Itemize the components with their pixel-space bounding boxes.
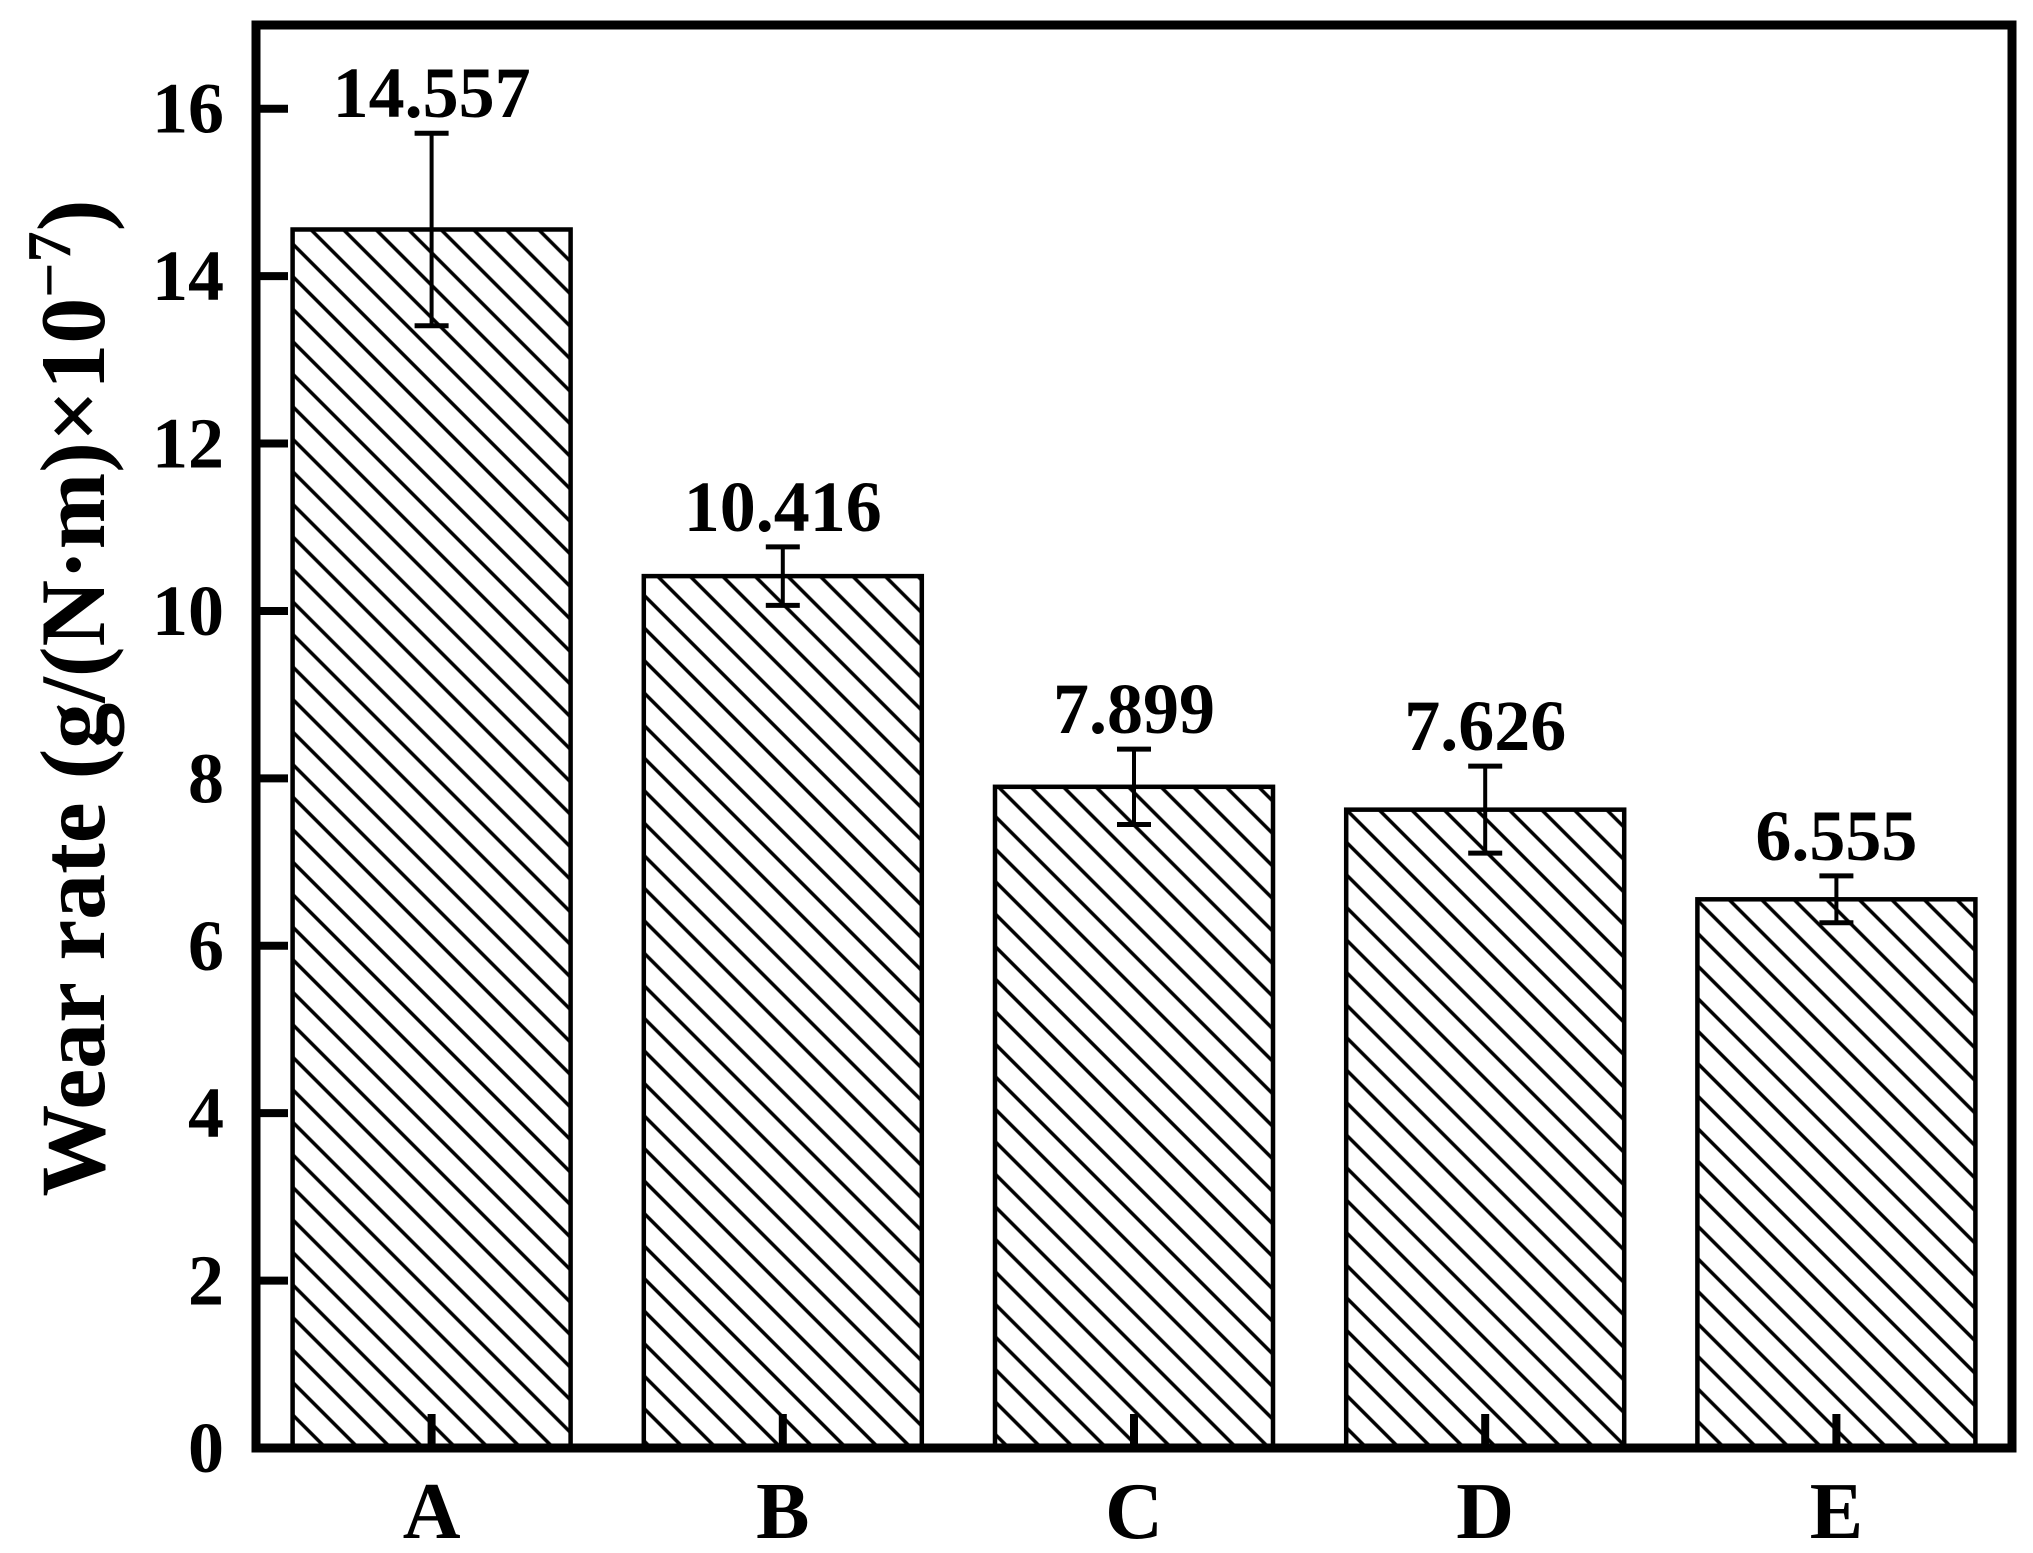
- bars-layer: [290, 227, 1978, 1451]
- y-tick-label-0: 0: [188, 1408, 224, 1488]
- y-tick-label-4: 4: [188, 1073, 224, 1153]
- axes-frame-layer: [251, 20, 2017, 1453]
- y-tick-label-12: 12: [152, 404, 224, 484]
- x-category-label-c: C: [1105, 1468, 1163, 1553]
- x-category-label-a: A: [403, 1468, 461, 1553]
- x-category-label-e: E: [1810, 1468, 1863, 1553]
- labels-layer: 14.557 A 10.416 B 7.899 C 7.626 D 6.555 E 0 2 4 6 8 10 1…: [16, 53, 1917, 1553]
- x-category-label-d: D: [1456, 1468, 1514, 1553]
- value-label-e: 6.555: [1755, 796, 1917, 876]
- value-label-b: 10.416: [684, 467, 882, 547]
- bar-e: [1695, 897, 1978, 1451]
- y-tick-label-6: 6: [188, 906, 224, 986]
- bar-a: [290, 227, 573, 1451]
- value-label-c: 7.899: [1053, 669, 1215, 749]
- bar-d: [1343, 807, 1627, 1451]
- value-label-d: 7.626: [1404, 686, 1566, 766]
- y-tick-label-14: 14: [152, 236, 224, 316]
- y-tick-label-8: 8: [188, 738, 224, 818]
- bar-c: [992, 784, 1276, 1451]
- y-tick-label-2: 2: [188, 1241, 224, 1321]
- x-category-label-b: B: [756, 1468, 809, 1553]
- plot-frame: [251, 20, 2017, 1453]
- bar-b: [641, 573, 925, 1451]
- y-tick-label-16: 16: [152, 69, 224, 149]
- value-label-a: 14.557: [333, 53, 531, 133]
- y-tick-label-10: 10: [152, 571, 224, 651]
- error-bars-layer: [414, 130, 1854, 926]
- y-axis-title: Wear rate (g/(N·m)×10−7): [16, 199, 125, 1196]
